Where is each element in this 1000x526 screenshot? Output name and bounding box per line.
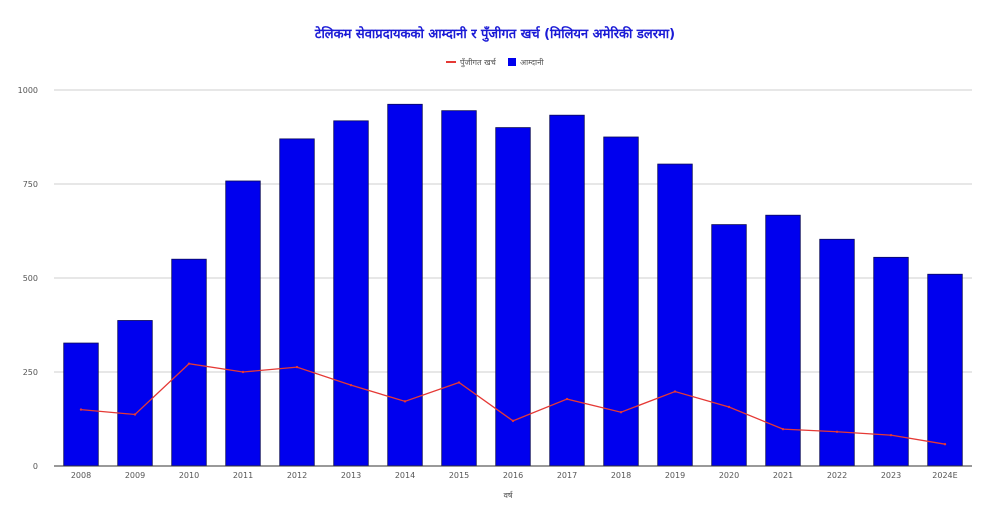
revenue-bar	[63, 342, 99, 467]
x-tick-label: 2023	[881, 471, 901, 480]
y-tick-label: 500	[23, 274, 38, 283]
y-tick-label: 0	[33, 462, 38, 471]
capex-point	[673, 390, 677, 393]
capex-point	[403, 400, 407, 403]
revenue-bar	[819, 238, 855, 467]
capex-point	[187, 362, 191, 365]
capex-point	[241, 370, 245, 374]
capex-point	[457, 381, 461, 384]
revenue-bar	[387, 103, 423, 467]
capex-point	[727, 405, 731, 409]
x-axis-ticks: 2008 2009 2010 2011 2012 2013 2014 2015 2016 2017…	[71, 471, 958, 480]
x-axis-label: वर्ष	[503, 490, 513, 500]
y-axis-ticks: 0 250 500 750 1000	[18, 86, 38, 471]
x-tick-label: 2018	[611, 471, 631, 480]
x-tick-label: 2024E	[932, 471, 957, 480]
capex-point	[133, 413, 137, 416]
revenue-bar	[657, 163, 693, 467]
capex-point	[295, 365, 299, 369]
y-tick-label: 1000	[18, 86, 38, 95]
x-tick-label: 2009	[125, 471, 145, 480]
revenue-bar	[441, 110, 477, 467]
capex-line-layer	[79, 362, 947, 446]
y-tick-label: 750	[23, 180, 38, 189]
x-tick-label: 2015	[449, 471, 469, 480]
revenue-bars	[63, 103, 963, 467]
x-tick-label: 2010	[179, 471, 199, 480]
revenue-bar	[927, 273, 963, 467]
revenue-bar	[225, 180, 261, 467]
revenue-bar	[279, 138, 315, 467]
y-tick-label: 250	[23, 368, 38, 377]
capex-point	[889, 433, 893, 437]
chart-title: टेलिकम सेवाप्रदायकको आम्दानी र पुँजीगत ख…	[314, 26, 675, 42]
revenue-bar	[549, 114, 585, 467]
revenue-bar	[495, 127, 531, 467]
capex-point	[511, 419, 515, 423]
capex-point	[79, 408, 83, 411]
capex-point	[565, 397, 569, 401]
legend: पुँजीगत खर्च आम्दानी	[446, 57, 545, 68]
legend-label-revenue: आम्दानी	[520, 57, 545, 67]
revenue-bar	[711, 224, 747, 467]
x-tick-label: 2020	[719, 471, 739, 480]
x-tick-label: 2008	[71, 471, 91, 480]
capex-point	[781, 427, 785, 431]
x-tick-label: 2021	[773, 471, 793, 480]
x-tick-label: 2022	[827, 471, 847, 480]
capex-point	[943, 442, 947, 446]
legend-label-capex: पुँजीगत खर्च	[460, 57, 497, 68]
revenue-bar	[333, 120, 369, 467]
x-tick-label: 2011	[233, 471, 253, 480]
capex-point	[349, 383, 353, 387]
capex-point	[835, 430, 839, 433]
revenue-bar	[117, 320, 153, 467]
legend-swatch-revenue	[508, 58, 516, 66]
revenue-bar	[603, 136, 639, 467]
capex-point	[619, 411, 623, 414]
x-tick-label: 2012	[287, 471, 307, 480]
x-tick-label: 2016	[503, 471, 523, 480]
x-tick-label: 2017	[557, 471, 577, 480]
x-tick-label: 2019	[665, 471, 685, 480]
revenue-bar	[873, 256, 909, 467]
x-tick-label: 2014	[395, 471, 415, 480]
x-tick-label: 2013	[341, 471, 361, 480]
